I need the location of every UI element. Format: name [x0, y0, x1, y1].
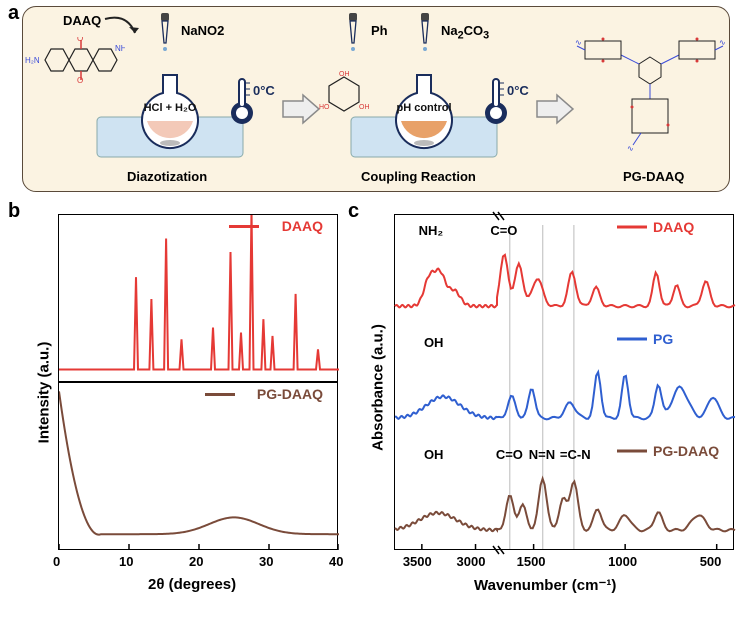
flask2-label: pH control: [397, 102, 452, 114]
temp-label-2: 0°C: [507, 83, 529, 98]
svg-text:C=O: C=O: [490, 223, 517, 238]
svg-text:N=N: N=N: [529, 447, 555, 462]
svg-text:C=O: C=O: [496, 447, 523, 462]
tick: 10: [119, 554, 133, 569]
panel-c-ftir: Absorbance (a.u.) DAAQ PG PG-DAAQ NH₂ C=O OH O…: [358, 204, 740, 604]
block-arrow-icon: [281, 91, 321, 127]
molecule-product: ∿ ∿ ∿: [575, 17, 725, 167]
flask-bath-2: pH control: [349, 65, 499, 165]
panel-label-b: b: [8, 200, 20, 223]
svg-text:∿: ∿: [575, 38, 582, 47]
svg-text:O: O: [77, 76, 83, 83]
panel-label-a: a: [8, 2, 19, 25]
svg-text:∿: ∿: [719, 38, 725, 47]
panel-b-ylabel: Intensity (a.u.): [36, 333, 53, 453]
svg-text:OH: OH: [339, 71, 350, 78]
tick: 0: [53, 554, 60, 569]
xrd-daaq-plot: DAAQ: [58, 214, 338, 382]
legend-swatch: [229, 225, 259, 228]
svg-text:HO: HO: [319, 104, 330, 111]
flask-bath-1: HCl + H₂O: [95, 65, 245, 165]
thermometer-icon: [227, 73, 261, 129]
step2-label: Coupling Reaction: [361, 169, 476, 184]
thermometer-icon: [481, 73, 515, 129]
reagent-nano2: NaNO2: [181, 23, 224, 38]
reagent-na2co3: Na2CO3: [441, 23, 489, 42]
svg-text:=C-N: =C-N: [560, 447, 591, 462]
temp-label-1: 0°C: [253, 83, 275, 98]
step1-label: Diazotization: [127, 169, 207, 184]
dropper-icon: [411, 11, 439, 55]
tick: 40: [329, 554, 343, 569]
block-arrow-icon: [535, 91, 575, 127]
tick: 20: [189, 554, 203, 569]
svg-text:PG: PG: [653, 331, 673, 347]
svg-text:NH₂: NH₂: [419, 223, 444, 238]
svg-text:∿: ∿: [627, 144, 634, 153]
svg-text:OH: OH: [424, 447, 444, 462]
tick: 30: [259, 554, 273, 569]
svg-text:PG-DAAQ: PG-DAAQ: [653, 443, 719, 459]
reagent-daaq: DAAQ: [63, 13, 101, 28]
svg-text:O: O: [77, 37, 83, 43]
svg-text:H₂N: H₂N: [25, 56, 40, 65]
legend-pgdaaq: PG-DAAQ: [257, 386, 323, 402]
panel-b-xlabel: 2θ (degrees): [148, 576, 236, 593]
flask1-label: HCl + H₂O: [144, 102, 197, 114]
panel-a-scheme: DAAQ O O H₂N NH₂ NaNO2 HCl: [22, 6, 730, 192]
xrd-pgdaaq-plot: PG-DAAQ: [58, 382, 338, 550]
svg-text:DAAQ: DAAQ: [653, 219, 694, 235]
ftir-plot: DAAQ PG PG-DAAQ NH₂ C=O OH OH C=O N=N =C-N: [394, 214, 734, 550]
dropper-icon: [151, 11, 179, 55]
panel-c-ylabel: Absorbance (a.u.): [370, 318, 387, 458]
svg-text:NH₂: NH₂: [115, 44, 125, 53]
panel-b-xrd: Intensity (a.u.) DAAQ PG-DAAQ 0 10 20 30…: [22, 204, 352, 604]
legend-daaq: DAAQ: [282, 218, 323, 234]
dropper-icon: [339, 11, 367, 55]
legend-swatch: [205, 393, 235, 396]
panel-c-xlabel: Wavenumber (cm⁻¹): [474, 576, 616, 594]
svg-text:OH: OH: [424, 335, 444, 350]
reagent-ph: Ph: [371, 23, 388, 38]
product-label: PG-DAAQ: [623, 169, 684, 184]
